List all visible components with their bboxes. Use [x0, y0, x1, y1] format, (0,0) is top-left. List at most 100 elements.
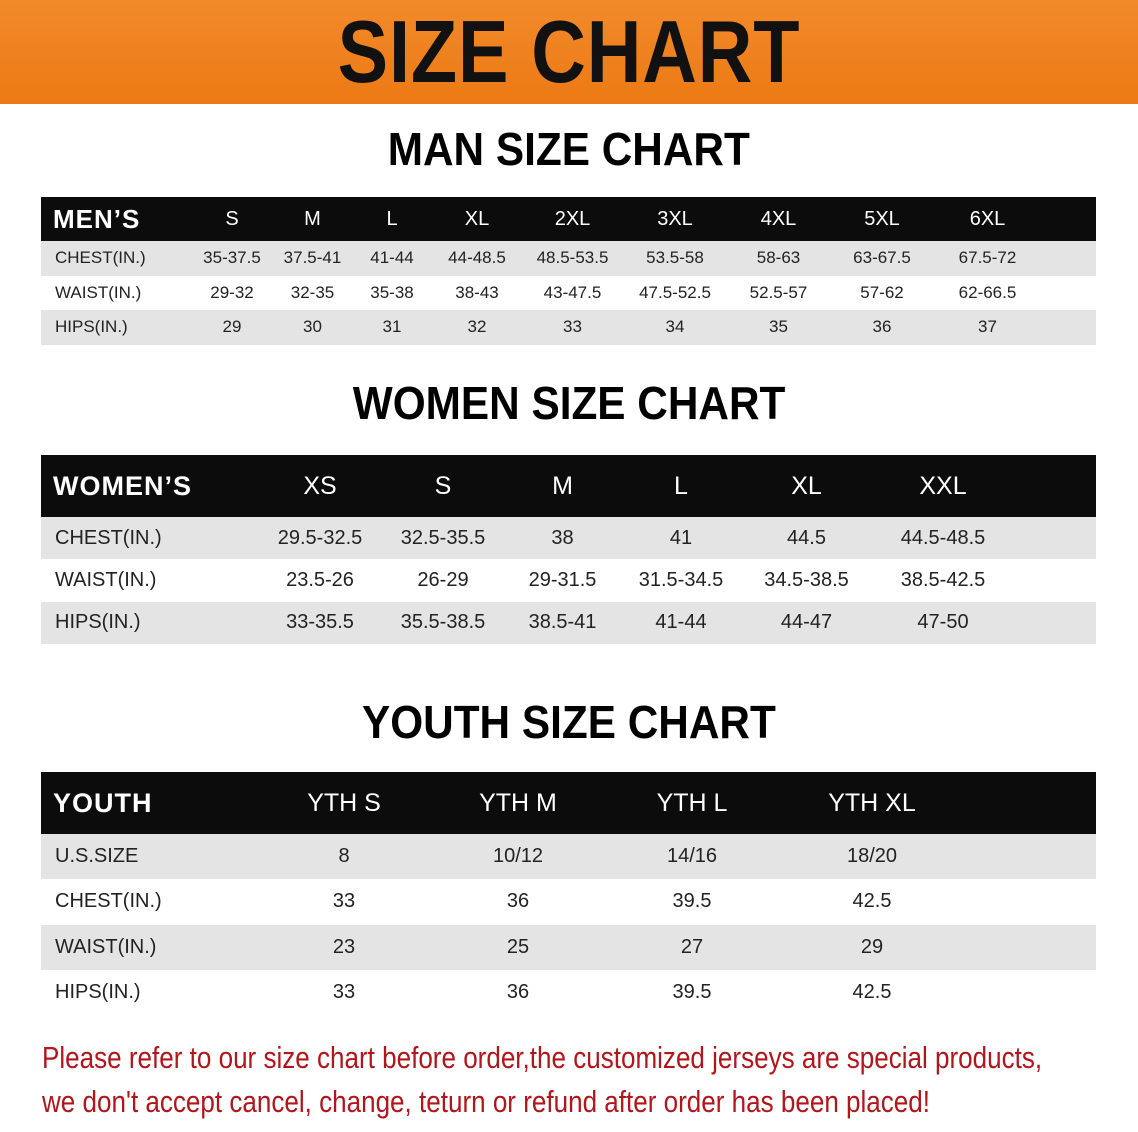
header-label: MEN’S — [53, 203, 141, 234]
measurement-label-text: CHEST(IN.) — [55, 890, 162, 913]
table-cell: 57-62 — [860, 282, 904, 302]
notice-line-2: we don't accept cancel, change, teturn o… — [42, 1084, 931, 1119]
women-section-title: WOMEN SIZE CHART — [0, 376, 1138, 430]
page-title: SIZE CHART — [337, 2, 801, 101]
table-cell: 36 — [872, 317, 892, 337]
table-cell: 38 — [551, 526, 574, 549]
youth-size-table: YOUTH YTH S YTH M YTH L YTH XL U.S.SIZE 8 10/12… — [41, 772, 1096, 1016]
men-title-text: MAN SIZE CHART — [387, 123, 751, 175]
table-cell: 29-32 — [210, 282, 254, 302]
table-cell: 36 — [506, 890, 530, 913]
banner: SIZE CHART — [0, 0, 1138, 104]
table-cell: 36 — [506, 981, 530, 1004]
women-title-text: WOMEN SIZE CHART — [352, 377, 786, 429]
table-cell: 58-63 — [756, 248, 801, 268]
table-row: HIPS(IN.) 33 36 39.5 42.5 — [41, 969, 1096, 1016]
table-cell: 18/20 — [846, 845, 898, 868]
table-cell: 29.5-32.5 — [277, 526, 363, 549]
measurement-label-text: CHEST(IN.) — [55, 248, 146, 268]
table-cell: 39.5 — [672, 981, 712, 1004]
table-cell: 44-48.5 — [448, 248, 506, 268]
table-row: CHEST(IN.) 35-37.5 37.5-41 41-44 44-48.5 48.5… — [41, 241, 1096, 276]
table-cell: 38.5-42.5 — [900, 568, 986, 591]
measurement-label: U.S.SIZE — [41, 845, 257, 868]
table-cell: 33 — [332, 890, 356, 913]
notice-line-1: Please refer to our size chart before or… — [42, 1040, 1043, 1075]
measurement-label: WAIST(IN.) — [41, 569, 258, 592]
table-cell: 37 — [978, 317, 997, 337]
measurement-label: CHEST(IN.) — [41, 248, 191, 268]
size-header: 3XL — [657, 207, 693, 230]
size-header: XS — [303, 471, 337, 500]
size-header: XXL — [919, 471, 967, 500]
measurement-label: CHEST(IN.) — [41, 527, 258, 550]
measurement-label: HIPS(IN.) — [41, 611, 258, 634]
table-header-row: YOUTH YTH S YTH M YTH L YTH XL — [41, 772, 1096, 834]
size-header: YTH S — [307, 788, 381, 817]
table-cell: 67.5-72 — [958, 248, 1017, 268]
size-header: 5XL — [864, 207, 900, 230]
men-section-title: MAN SIZE CHART — [0, 122, 1138, 176]
table-cell: 47.5-52.5 — [639, 282, 711, 302]
table-cell: 34 — [665, 317, 685, 337]
size-header: L — [674, 471, 688, 500]
measurement-label-text: WAIST(IN.) — [55, 568, 157, 591]
table-cell: 29-31.5 — [528, 568, 597, 591]
table-cell: 42.5 — [852, 890, 892, 913]
measurement-label-text: CHEST(IN.) — [55, 526, 162, 549]
size-header: 6XL — [969, 207, 1006, 230]
table-header-row: MEN’S S M L XL 2XL 3XL 4XL 5XL 6XL — [41, 197, 1096, 241]
table-cell: 23 — [332, 935, 356, 958]
size-header: YTH XL — [828, 788, 916, 817]
table-row: HIPS(IN.) 29 30 31 32 33 34 35 36 37 — [41, 310, 1096, 345]
table-cell: 34.5-38.5 — [764, 568, 849, 591]
measurement-label-text: HIPS(IN.) — [55, 981, 141, 1004]
women-size-table: WOMEN’S XS S M L XL XXL CHEST(IN.) 29.5-32.5 32.5… — [41, 455, 1096, 644]
table-row: HIPS(IN.) 33-35.5 35.5-38.5 38.5-41 41-44 44-… — [41, 601, 1096, 644]
table-cell: 32.5-35.5 — [400, 526, 486, 549]
table-cell: 31 — [382, 317, 402, 337]
table-cell: 35.5-38.5 — [400, 611, 486, 634]
table-cell: 52.5-57 — [749, 282, 808, 302]
table-cell: 25 — [506, 935, 530, 958]
size-header: 4XL — [760, 207, 797, 230]
table-cell: 8 — [338, 845, 350, 868]
table-row: CHEST(IN.) 33 36 39.5 42.5 — [41, 879, 1096, 925]
measurement-label-text: HIPS(IN.) — [55, 317, 128, 337]
table-cell: 31.5-34.5 — [638, 568, 724, 591]
table-cell: 53.5-58 — [646, 248, 704, 268]
table-cell: 63-67.5 — [853, 248, 911, 268]
measurement-label: WAIST(IN.) — [41, 936, 257, 959]
table-row: WAIST(IN.) 29-32 32-35 35-38 38-43 43-47.5 47.… — [41, 275, 1096, 311]
measurement-label: WAIST(IN.) — [41, 283, 191, 303]
table-cell: 41-44 — [655, 611, 707, 634]
table-cell: 43-47.5 — [543, 282, 602, 302]
table-cell: 44.5 — [787, 526, 826, 549]
table-cell: 33 — [332, 981, 356, 1004]
table-cell: 38.5-41 — [528, 611, 597, 634]
table-cell: 39.5 — [672, 890, 712, 913]
table-cell: 41 — [669, 526, 693, 549]
table-cell: 35-38 — [370, 282, 414, 302]
header-label: WOMEN’S — [53, 470, 192, 501]
table-cell: 32 — [467, 317, 487, 337]
table-cell: 44-47 — [780, 611, 833, 634]
measurement-label: HIPS(IN.) — [41, 981, 257, 1004]
table-cell: 27 — [680, 935, 704, 958]
table-cell: 23.5-26 — [286, 568, 354, 591]
table-cell: 35-37.5 — [203, 248, 261, 268]
men-size-table: MEN’S S M L XL 2XL 3XL 4XL 5XL 6XL CHEST(IN.) 35-37… — [41, 197, 1096, 345]
table-cell: 10/12 — [492, 845, 544, 868]
table-cell: 32-35 — [290, 282, 335, 302]
table-cell: 35 — [769, 317, 788, 337]
measurement-label-text: HIPS(IN.) — [55, 611, 141, 634]
table-row: WAIST(IN.) 23.5-26 26-29 29-31.5 31.5-34.5 34… — [41, 559, 1096, 602]
header-label: YOUTH — [53, 787, 153, 818]
size-header: L — [386, 207, 398, 230]
measurement-label-text: WAIST(IN.) — [55, 935, 157, 958]
table-cell: 47-50 — [917, 611, 969, 634]
table-cell: 30 — [303, 317, 322, 337]
table-cell: 26-29 — [417, 568, 469, 591]
table-cell: 37.5-41 — [283, 248, 342, 268]
table-cell: 44.5-48.5 — [900, 526, 986, 549]
